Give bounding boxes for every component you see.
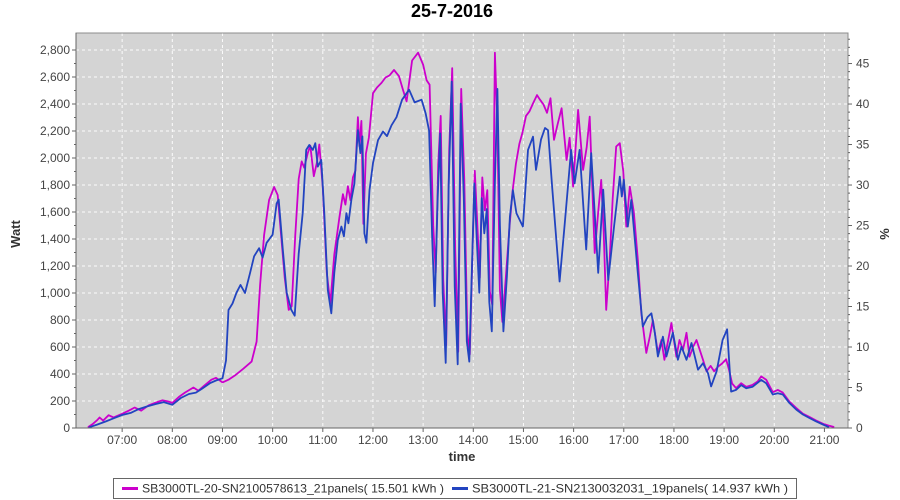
y-right-tick-label: 10 bbox=[856, 340, 870, 354]
y-right-tick-label: 20 bbox=[856, 259, 870, 273]
x-tick-label: 21:00 bbox=[809, 433, 839, 447]
x-tick-label: 17:00 bbox=[609, 433, 639, 447]
y-left-tick-label: 1,600 bbox=[40, 205, 70, 219]
x-axis-title-time: time bbox=[449, 449, 476, 464]
x-tick-label: 20:00 bbox=[759, 433, 789, 447]
y-left-tick-label: 2,400 bbox=[40, 97, 70, 111]
x-tick-label: 14:00 bbox=[458, 433, 488, 447]
y-right-tick-label: 45 bbox=[856, 57, 870, 71]
y-right-tick-label: 35 bbox=[856, 138, 870, 152]
axis-tick-labels: 07:00 08:00 09:00 10:00 11:00 12:00 13:00 14:00… bbox=[40, 43, 870, 447]
x-tick-label: 10:00 bbox=[258, 433, 288, 447]
y-left-tick-label: 0 bbox=[63, 421, 70, 435]
y-right-tick-label: 30 bbox=[856, 178, 870, 192]
y-left-tick-label: 2,800 bbox=[40, 43, 70, 57]
y-left-tick-label: 2,600 bbox=[40, 70, 70, 84]
x-tick-label: 13:00 bbox=[408, 433, 438, 447]
y-right-tick-label: 5 bbox=[856, 381, 863, 395]
y-left-tick-label: 400 bbox=[50, 367, 70, 381]
y-right-tick-label: 15 bbox=[856, 300, 870, 314]
x-tick-label: 16:00 bbox=[559, 433, 589, 447]
legend-label-sb3000tl-20: SB3000TL-20-SN2100578613_21panels( 15.50… bbox=[142, 482, 444, 496]
series-lines bbox=[87, 51, 835, 429]
x-tick-label: 15:00 bbox=[508, 433, 538, 447]
x-tick-label: 18:00 bbox=[659, 433, 689, 447]
series-line-sb3000tl-21 bbox=[88, 80, 830, 429]
y-left-tick-label: 200 bbox=[50, 394, 70, 408]
y-left-tick-label: 600 bbox=[50, 340, 70, 354]
y-right-tick-label: 25 bbox=[856, 219, 870, 233]
y-left-tick-label: 1,000 bbox=[40, 286, 70, 300]
x-tick-label: 12:00 bbox=[358, 433, 388, 447]
y-left-tick-label: 1,800 bbox=[40, 178, 70, 192]
y-left-tick-label: 2,200 bbox=[40, 124, 70, 138]
x-tick-label: 08:00 bbox=[157, 433, 187, 447]
axis-ticks bbox=[72, 38, 852, 432]
y-left-tick-label: 2,000 bbox=[40, 151, 70, 165]
legend-label-sb3000tl-21: SB3000TL-21-SN2130032031_19panels( 14.93… bbox=[472, 482, 788, 496]
chart-title: 25-7-2016 bbox=[411, 1, 493, 21]
x-tick-label: 07:00 bbox=[107, 433, 137, 447]
y-left-tick-label: 800 bbox=[50, 313, 70, 327]
y-axis-title-watt: Watt bbox=[8, 219, 23, 247]
y-axis-title-percent: % bbox=[877, 228, 892, 240]
x-tick-label: 19:00 bbox=[709, 433, 739, 447]
x-tick-label: 09:00 bbox=[207, 433, 237, 447]
legend: SB3000TL-20-SN2100578613_21panels( 15.50… bbox=[113, 478, 797, 499]
y-right-tick-label: 0 bbox=[856, 421, 863, 435]
y-left-tick-label: 1,200 bbox=[40, 259, 70, 273]
y-right-tick-label: 40 bbox=[856, 97, 870, 111]
y-left-tick-label: 1,400 bbox=[40, 232, 70, 246]
x-tick-label: 11:00 bbox=[308, 433, 337, 447]
